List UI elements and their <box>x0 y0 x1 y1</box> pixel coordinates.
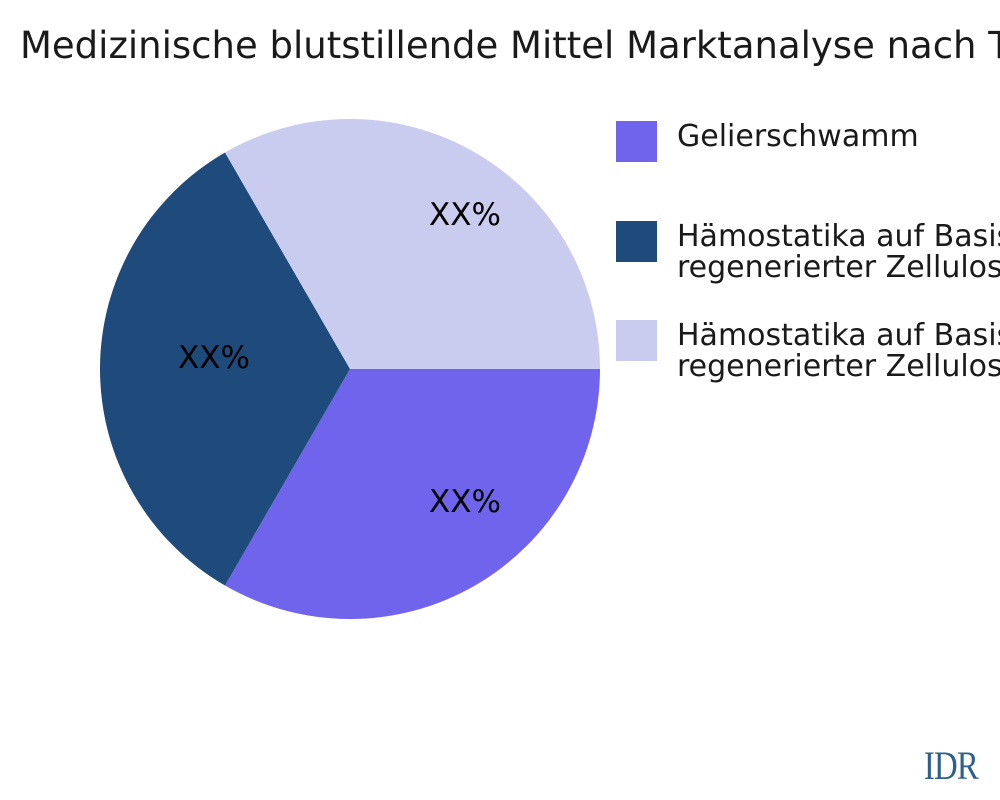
pie-slice-gelierschwamm <box>225 369 600 619</box>
legend-swatch-haemostatika-light <box>616 320 657 361</box>
legend-label-line: Hämostatika auf Basis <box>677 318 1000 353</box>
legend-label-line: regenerierter Zellulose <box>677 349 1000 384</box>
pie-label-dark-slice: XX% <box>178 340 250 376</box>
pie-slice-haemostatika-dark <box>100 152 350 586</box>
legend-item-haemostatika-dark: Hämostatika auf Basis regenerierter Zell… <box>616 221 1000 283</box>
pie-label-light-slice: XX% <box>429 197 501 233</box>
legend-label-haemostatika-dark: Hämostatika auf Basis regenerierter Zell… <box>677 221 1000 283</box>
legend-label-haemostatika-light: Hämostatika auf Basis regenerierter Zell… <box>677 320 1000 382</box>
legend-label-line: regenerierter Zellulose <box>677 250 1000 285</box>
legend-item-haemostatika-light: Hämostatika auf Basis regenerierter Zell… <box>616 320 1000 382</box>
legend-label-line: Hämostatika auf Basis <box>677 219 1000 254</box>
idr-watermark: IDR <box>923 743 979 788</box>
pie-chart: XX% XX% XX% <box>100 119 600 619</box>
chart-title: Medizinische blutstillende Mittel Markta… <box>20 24 1000 67</box>
legend-label-gelierschwamm: Gelierschwamm <box>677 121 919 152</box>
pie-label-gelierschwamm-slice: XX% <box>429 484 501 520</box>
legend-item-gelierschwamm: Gelierschwamm <box>616 121 919 162</box>
legend-swatch-haemostatika-dark <box>616 221 657 262</box>
legend-swatch-gelierschwamm <box>616 121 657 162</box>
legend-label-line: Gelierschwamm <box>677 119 919 154</box>
pie-slice-haemostatika-light <box>225 119 600 369</box>
